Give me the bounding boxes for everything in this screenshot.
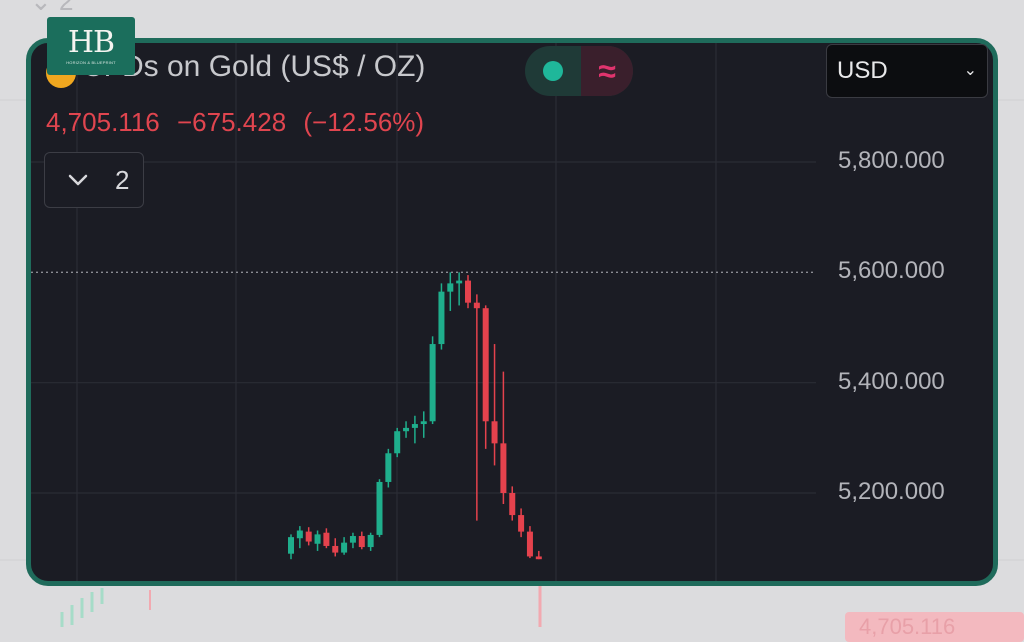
candle[interactable] [429, 336, 436, 425]
candle[interactable] [385, 448, 392, 488]
candle[interactable] [341, 537, 348, 555]
candle[interactable] [323, 528, 330, 549]
chart-mode-toggle[interactable]: ≈ [525, 46, 633, 96]
candle-body [473, 302, 480, 309]
logo-mark: HB [67, 24, 115, 60]
candle-body [394, 431, 401, 454]
wave-icon[interactable]: ≈ [581, 46, 633, 96]
candle[interactable] [376, 479, 383, 538]
candle-body [403, 427, 410, 432]
candle[interactable] [491, 344, 498, 466]
chart-card [26, 38, 998, 586]
candle[interactable] [296, 526, 303, 549]
y-axis-tick-label: 5,600.000 [838, 257, 945, 285]
logo-subtext: HORIZON & BLUEPRINT [66, 59, 116, 65]
candlestick-chart[interactable] [31, 43, 993, 581]
live-toggle-button[interactable] [525, 46, 581, 96]
candle-body [456, 280, 463, 284]
candle-body [376, 481, 383, 535]
live-dot-icon [543, 61, 563, 81]
y-axis-tick-label: 5,800.000 [838, 147, 945, 174]
candle-body [332, 545, 339, 553]
background-count: 2 [59, 0, 74, 16]
candle-body [411, 424, 418, 428]
candle[interactable] [535, 550, 542, 560]
candle-body [349, 536, 356, 543]
currency-select[interactable]: USD ⌄ [826, 44, 988, 98]
indicators-collapse-button[interactable]: 2 [44, 152, 144, 208]
background-price-tag: 4,705.116 [845, 612, 1024, 642]
current-price: 4,705.116 [46, 107, 160, 137]
candle-body [341, 542, 348, 553]
chevron-down-icon: ⌄ [963, 62, 977, 79]
candle[interactable] [465, 275, 471, 309]
candle-body [305, 531, 312, 542]
candle-body [358, 536, 365, 548]
candle-body [447, 283, 454, 292]
symbol-title[interactable]: CFDs on Gold (US$ / OZ) [82, 50, 426, 83]
candle[interactable] [403, 421, 410, 438]
candle[interactable] [526, 526, 533, 559]
candle-body [535, 556, 542, 560]
y-axis-tick-label: 5,200.000 [838, 478, 945, 505]
background-collapse-label: ⌄ 2 [30, 0, 74, 17]
candle-body [296, 530, 303, 539]
candle[interactable] [420, 411, 427, 438]
candle[interactable] [473, 294, 480, 521]
chevron-down-icon: ⌄ [30, 0, 52, 16]
chevron-down-icon [68, 174, 88, 186]
candle-body [491, 421, 498, 444]
currency-value: USD [837, 57, 888, 84]
candle[interactable] [518, 508, 525, 538]
candle[interactable] [305, 527, 312, 546]
price-summary: 4,705.116 −675.428 (−12.56%) [46, 107, 434, 138]
candle-body [429, 344, 436, 422]
candle-body [420, 421, 427, 425]
indicators-count: 2 [115, 165, 130, 195]
y-axis-tick-label: 5,400.000 [838, 367, 945, 395]
candle[interactable] [367, 532, 374, 551]
candle-body [465, 280, 471, 303]
candle[interactable] [314, 530, 321, 551]
candle[interactable] [394, 427, 401, 458]
candle-body [526, 531, 533, 557]
candle-body [518, 515, 525, 532]
price-change-percent: (−12.56%) [303, 107, 425, 137]
candle-body [367, 534, 374, 548]
candle[interactable] [349, 532, 356, 549]
background-candles [60, 588, 104, 627]
price-change: −675.428 [176, 107, 287, 137]
candle-body [385, 453, 392, 482]
candle[interactable] [411, 415, 418, 444]
candle-body [500, 443, 507, 493]
brand-logo: HB HORIZON & BLUEPRINT [47, 17, 135, 75]
candle-body [288, 537, 294, 554]
candle[interactable] [482, 305, 489, 449]
candle-body [314, 534, 321, 544]
candle[interactable] [288, 534, 294, 560]
candle[interactable] [332, 538, 339, 557]
candle-body [438, 291, 445, 345]
candle[interactable] [358, 531, 365, 550]
candle[interactable] [500, 371, 507, 505]
candle-body [482, 308, 489, 422]
candle[interactable] [509, 486, 516, 521]
candle[interactable] [438, 283, 445, 350]
candle-body [323, 532, 330, 546]
candle[interactable] [456, 272, 463, 306]
candle[interactable] [447, 272, 454, 311]
candle-body [509, 493, 516, 516]
